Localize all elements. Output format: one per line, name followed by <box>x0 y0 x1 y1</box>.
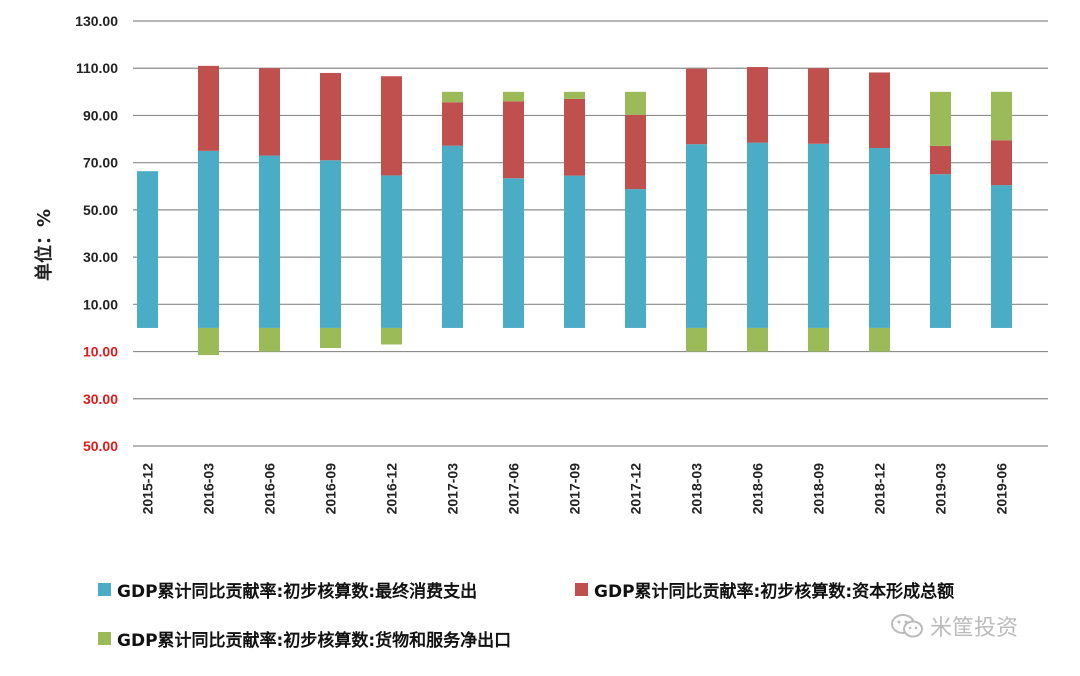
bar-consumption <box>259 155 280 328</box>
bar-net-exports <box>442 91 463 103</box>
bar-capital-formation <box>625 114 646 190</box>
x-axis-ticks: 2015-12 2016-03 2016-06 2016-09 2016-12 2017-… <box>140 463 1010 515</box>
legend-label-net-exports: GDP累计同比贡献率:初步核算数:货物和服务净出口 <box>117 631 512 651</box>
bar-consumption <box>747 142 768 328</box>
bar-capital-formation <box>808 68 829 144</box>
y-tick-label: 30.00 <box>83 391 118 407</box>
x-tick-label: 2018-03 <box>689 463 705 515</box>
y-tick-label: 110.00 <box>76 60 118 76</box>
bar-net-exports <box>381 327 402 345</box>
bars <box>137 65 1012 356</box>
bar-consumption <box>198 150 219 328</box>
legend-item-consumption: GDP累计同比贡献率:初步核算数:最终消费支出 <box>98 577 477 602</box>
x-tick-label: 2018-09 <box>811 463 827 515</box>
bar-net-exports <box>991 91 1012 141</box>
x-tick-label: 2017-06 <box>506 463 522 515</box>
bar-capital-formation <box>991 140 1012 186</box>
bar-consumption <box>991 185 1012 328</box>
x-tick-label: 2018-06 <box>750 463 766 515</box>
bar-capital-formation <box>564 98 585 176</box>
gridlines <box>133 20 1048 447</box>
bar-consumption <box>503 178 524 328</box>
bar-capital-formation <box>320 72 341 161</box>
bar-consumption <box>686 144 707 328</box>
bar-net-exports <box>198 327 219 356</box>
bar-capital-formation <box>930 145 951 175</box>
bar-capital-formation <box>198 65 219 151</box>
bar-net-exports <box>930 91 951 146</box>
y-tick-label: 10.00 <box>83 344 118 360</box>
bar-net-exports <box>808 327 829 352</box>
bar-consumption <box>564 175 585 328</box>
bar-capital-formation <box>381 76 402 176</box>
bar-consumption <box>869 148 890 328</box>
bar-consumption <box>320 160 341 328</box>
legend-swatch-net-exports <box>98 632 111 645</box>
bar-capital-formation <box>869 72 890 149</box>
watermark-text: 米筐投资 <box>930 616 1019 641</box>
bar-net-exports <box>503 91 524 102</box>
x-tick-label: 2016-09 <box>323 463 339 515</box>
x-tick-label: 2016-03 <box>201 463 217 515</box>
bar-net-exports <box>869 327 890 352</box>
y-axis-ticks: 130.00 110.00 90.00 70.00 50.00 30.00 10.00 10.… <box>75 13 118 454</box>
bar-capital-formation <box>259 68 280 156</box>
x-tick-label: 2017-03 <box>445 463 461 515</box>
bar-consumption <box>930 174 951 328</box>
legend-label-consumption: GDP累计同比贡献率:初步核算数:最终消费支出 <box>117 582 478 602</box>
bar-net-exports <box>320 327 341 349</box>
legend-item-net-exports: GDP累计同比贡献率:初步核算数:货物和服务净出口 <box>98 626 511 651</box>
bar-net-exports <box>564 91 585 99</box>
y-tick-label: 50.00 <box>83 438 118 454</box>
legend-swatch-capital <box>575 583 588 596</box>
x-tick-label: 2015-12 <box>140 463 156 515</box>
y-tick-label: 50.00 <box>83 202 118 218</box>
bar-net-exports <box>259 327 280 352</box>
x-tick-label: 2018-12 <box>872 463 888 515</box>
bar-consumption <box>442 145 463 328</box>
x-tick-label: 2017-12 <box>628 463 644 515</box>
bar-consumption <box>381 175 402 328</box>
x-tick-label: 2017-09 <box>567 463 583 515</box>
bar-net-exports <box>686 327 707 352</box>
y-axis-label: 单位：% <box>33 209 55 281</box>
x-tick-label: 2019-06 <box>994 463 1010 515</box>
legend-item-capital: GDP累计同比贡献率:初步核算数:资本形成总额 <box>575 577 954 602</box>
y-tick-label: 70.00 <box>83 155 118 171</box>
watermark: 米筐投资 <box>890 610 1018 642</box>
legend-label-capital: GDP累计同比贡献率:初步核算数:资本形成总额 <box>594 582 955 602</box>
wechat-icon <box>891 614 923 638</box>
bar-consumption <box>137 171 158 328</box>
y-tick-label: 30.00 <box>83 249 118 265</box>
bar-capital-formation <box>747 67 768 143</box>
bar-consumption <box>808 143 829 328</box>
bar-net-exports <box>625 91 646 115</box>
x-tick-label: 2019-03 <box>933 463 949 515</box>
bar-consumption <box>625 189 646 328</box>
x-tick-label: 2016-12 <box>384 463 400 515</box>
y-tick-label: 130.00 <box>75 13 118 29</box>
bar-net-exports <box>747 327 768 352</box>
legend-swatch-consumption <box>98 583 111 596</box>
x-tick-label: 2016-06 <box>262 463 278 515</box>
bar-capital-formation <box>686 68 707 145</box>
bar-capital-formation <box>442 102 463 146</box>
bar-capital-formation <box>503 101 524 179</box>
y-tick-label: 90.00 <box>83 107 118 123</box>
y-tick-label: 10.00 <box>83 296 118 312</box>
